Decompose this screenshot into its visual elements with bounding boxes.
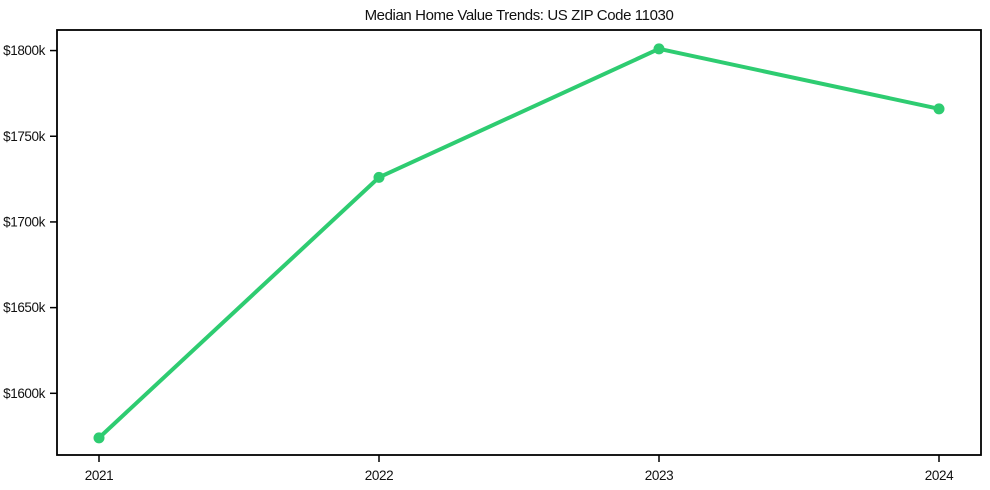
x-tick-label: 2022 (365, 468, 393, 483)
data-point-marker (653, 43, 665, 55)
x-tick-label: 2024 (925, 468, 954, 483)
plot-border (56, 29, 982, 456)
data-point-marker (373, 171, 385, 183)
chart-title: Median Home Value Trends: US ZIP Code 11… (364, 7, 674, 24)
data-point-marker (93, 432, 105, 444)
y-tick-label: $1800k (3, 43, 46, 58)
y-tick-label: $1600k (3, 386, 46, 401)
y-tick-label: $1750k (3, 129, 46, 144)
y-tick-label: $1650k (3, 300, 46, 315)
x-tick-label: 2021 (85, 468, 113, 483)
data-point-marker (933, 103, 945, 115)
x-tick-label: 2023 (645, 468, 673, 483)
y-tick-label: $1700k (3, 214, 46, 229)
data-line (97, 46, 941, 440)
